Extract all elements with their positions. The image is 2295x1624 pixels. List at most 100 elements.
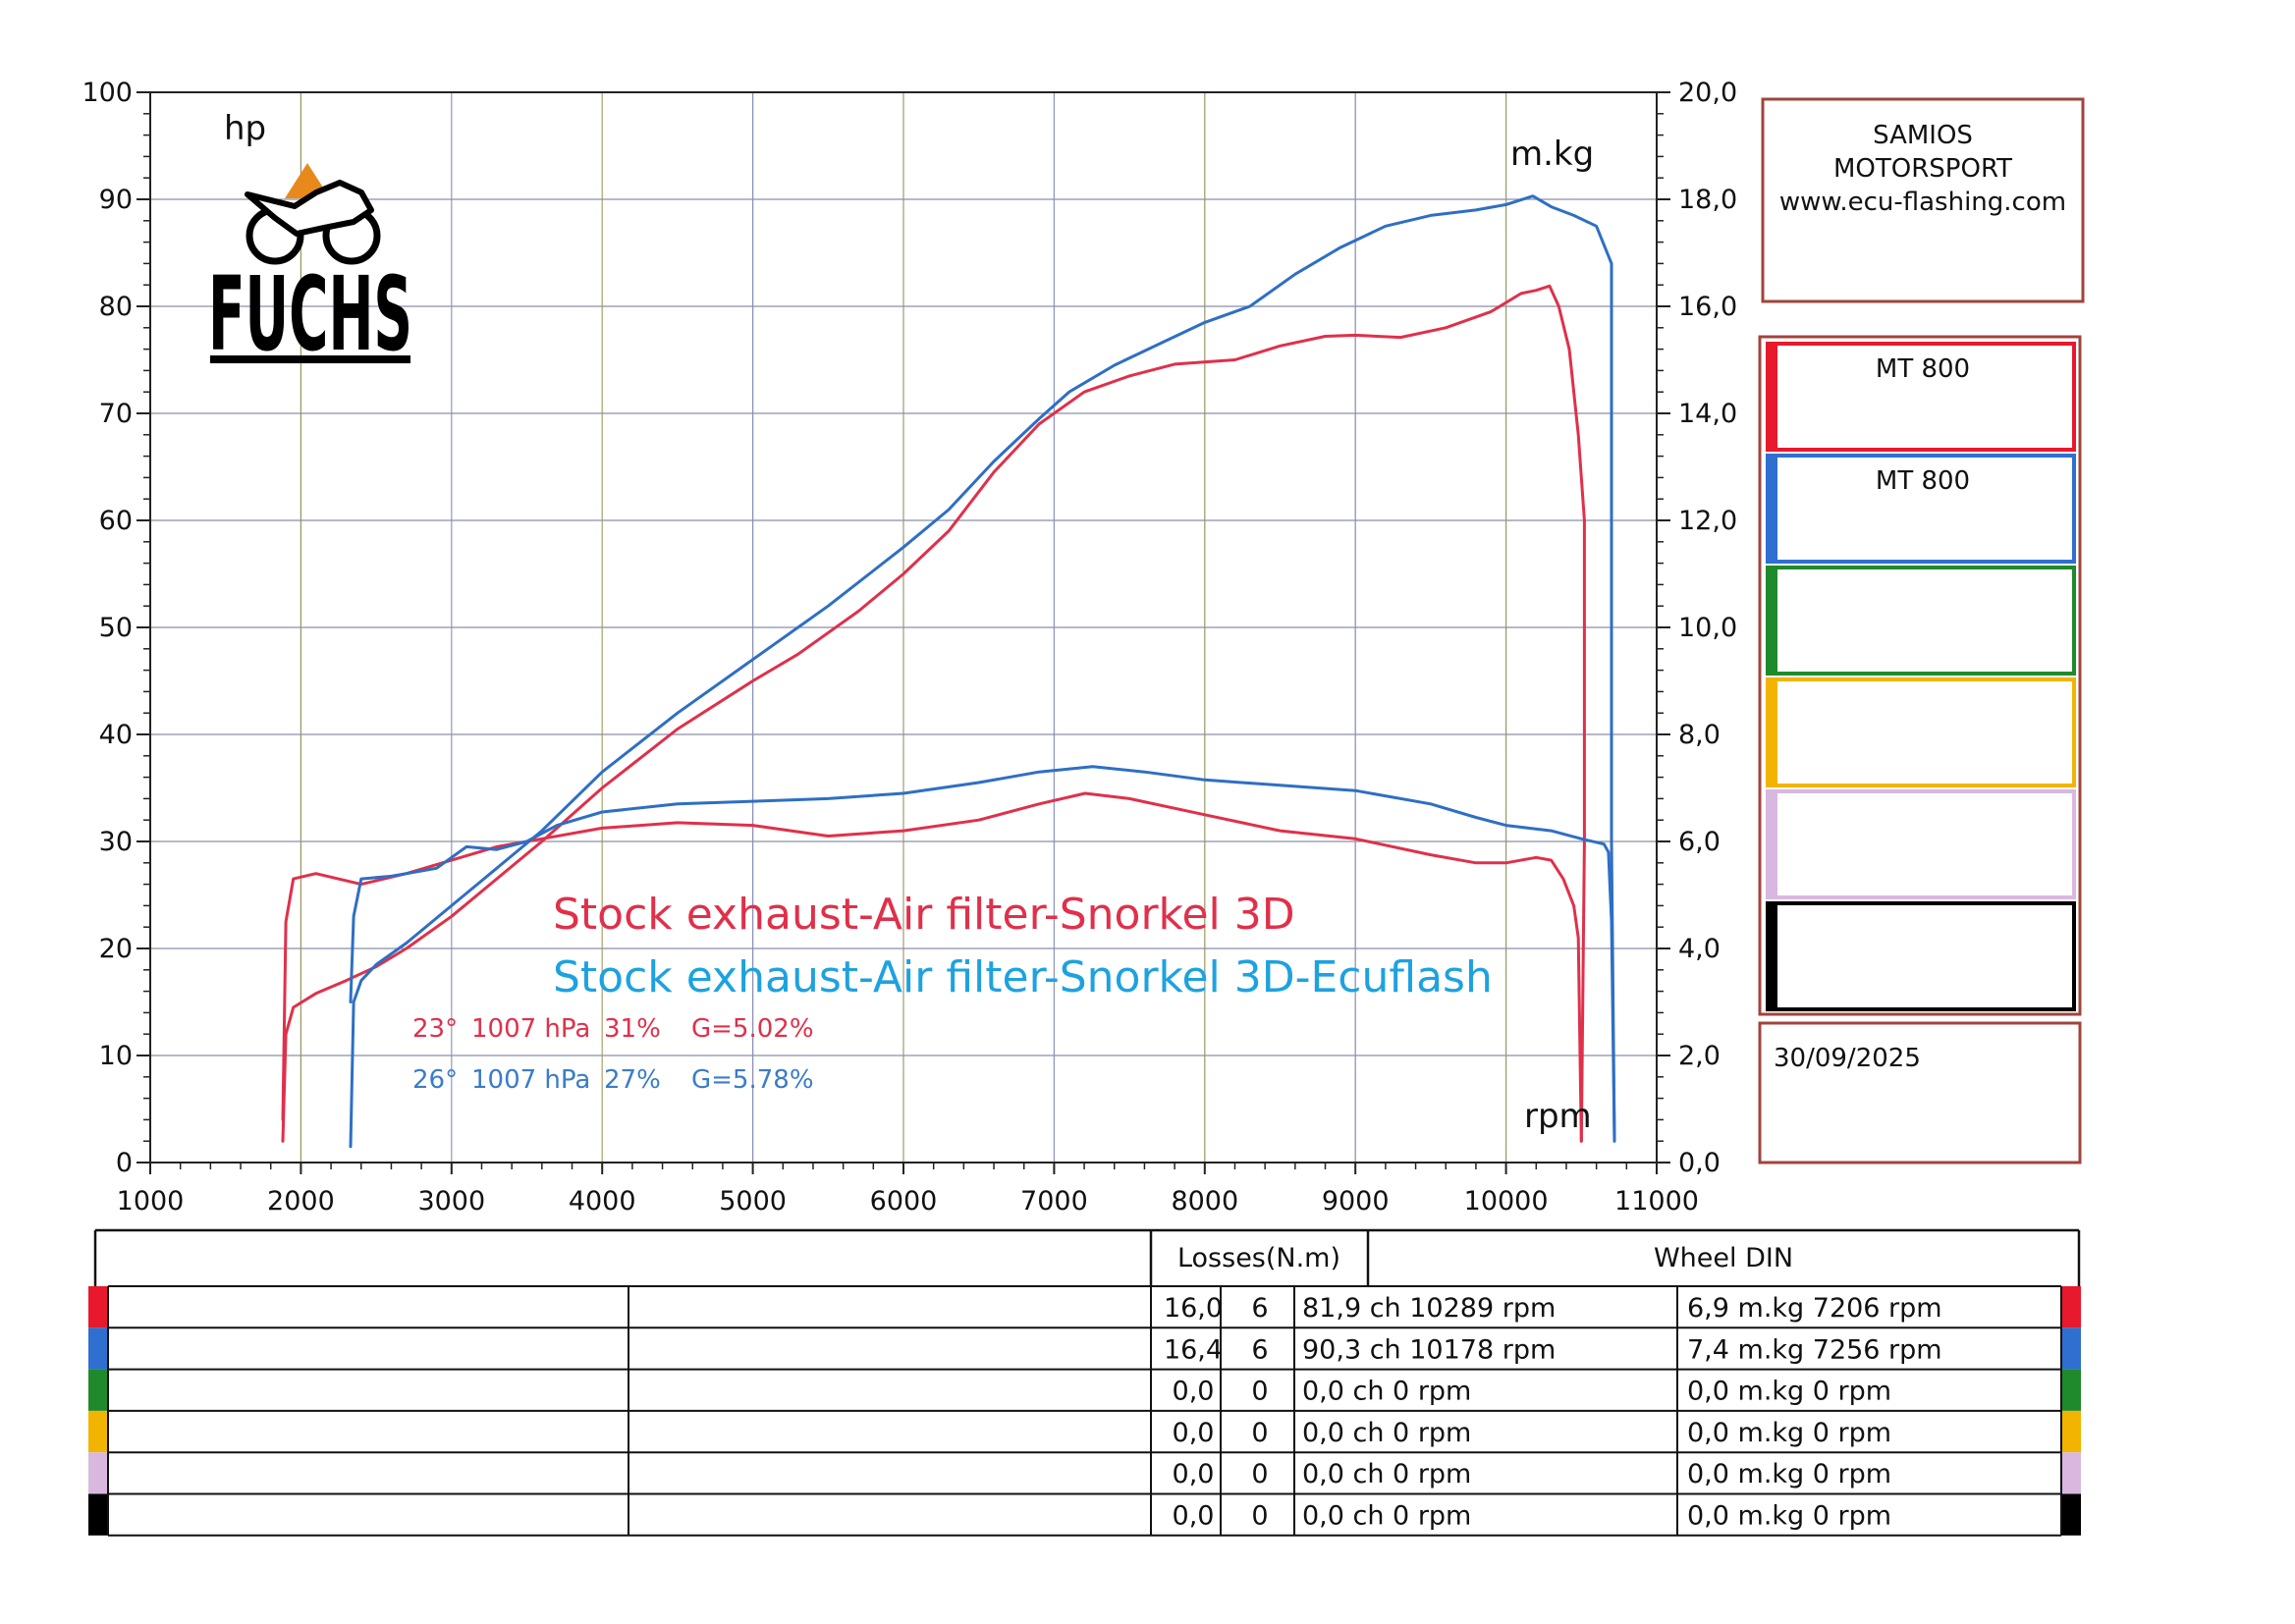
y-left-tick-label: 50: [99, 613, 133, 643]
table-row: 0,0 0 0,0 ch 0 rpm 0,0 m.kg 0 rpm: [88, 1452, 2081, 1494]
conditions-blue: 26° 1007 hPa 27% G=5.78%: [412, 1065, 814, 1095]
slot-label: MT 800: [1876, 466, 1970, 496]
x-tick-label: 11000: [1614, 1186, 1699, 1217]
motorcycle-logo-icon: [245, 163, 381, 265]
svg-text:31%: 31%: [604, 1014, 661, 1044]
x-tick-label: 4000: [569, 1186, 636, 1217]
y-left-tick-label: 90: [99, 185, 133, 215]
y-left-tick-label: 80: [99, 292, 133, 322]
x-tick-label: 1000: [117, 1186, 185, 1217]
peak-torque: 0,0 m.kg 0 rpm: [1687, 1459, 1891, 1489]
y-right-tick-label: 10,0: [1678, 613, 1737, 643]
row-color-left: [88, 1410, 108, 1453]
x-axis-label: rpm: [1524, 1097, 1592, 1136]
row-color-right: [2061, 1369, 2081, 1411]
peak-power: 0,0 ch 0 rpm: [1302, 1459, 1471, 1489]
y-right-tick-label: 16,0: [1678, 292, 1737, 322]
chart-series: [281, 194, 1616, 1149]
slot-border: [1766, 789, 2076, 899]
y-left-tick-label: 70: [99, 399, 133, 429]
power-curve: [349, 194, 1616, 1149]
x-tick-label: 7000: [1020, 1186, 1088, 1217]
results-table: Losses(N.m) Wheel DIN 16,0 6 81,9 ch 10289 r…: [88, 1228, 2081, 1537]
peak-torque: 0,0 m.kg 0 rpm: [1687, 1418, 1891, 1448]
svg-text:G=5.78%: G=5.78%: [691, 1065, 814, 1095]
x-tick-label: 8000: [1171, 1186, 1238, 1217]
y-right-tick-label: 6,0: [1678, 827, 1721, 857]
table-row: 16,0 6 81,9 ch 10289 rpm 6,9 m.kg 7206 rpm: [88, 1286, 2081, 1328]
row-color-right: [2061, 1327, 2081, 1370]
row-color-right: [2061, 1493, 2081, 1536]
svg-text:1007 hPa: 1007 hPa: [471, 1065, 590, 1095]
y-right-tick-label: 4,0: [1678, 934, 1721, 964]
y-left-tick-label: 20: [99, 934, 133, 964]
loss-count: 0: [1251, 1418, 1268, 1448]
run-slot: MT 800: [1766, 454, 2076, 564]
date-box: 30/09/2025: [1758, 1021, 2082, 1164]
y-right-tick-label: 12,0: [1678, 506, 1737, 536]
y-right-tick-label: 14,0: [1678, 399, 1737, 429]
run-slot: [1766, 566, 2076, 676]
slot-color-swatch: [1766, 903, 1777, 1009]
loss-count: 6: [1251, 1293, 1268, 1324]
slot-border: [1766, 901, 2076, 1011]
run-slot: [1766, 901, 2076, 1011]
fuchs-logo: FUCHS: [208, 163, 412, 374]
svg-text:G=5.02%: G=5.02%: [691, 1014, 814, 1044]
logo-text: FUCHS: [208, 254, 412, 374]
x-tick-label: 9000: [1322, 1186, 1390, 1217]
row-color-left: [88, 1286, 108, 1328]
losses-header: Losses(N.m): [1177, 1243, 1340, 1273]
row-color-left: [88, 1493, 108, 1536]
svg-text:1007 hPa: 1007 hPa: [471, 1014, 590, 1044]
peak-power: 0,0 ch 0 rpm: [1302, 1418, 1471, 1448]
slot-color-swatch: [1766, 679, 1777, 785]
run-slot: [1766, 677, 2076, 787]
peak-power: 90,3 ch 10178 rpm: [1302, 1334, 1556, 1365]
torque-curve: [349, 765, 1616, 1143]
power-curve: [281, 284, 1586, 1143]
table-row: 0,0 0 0,0 ch 0 rpm 0,0 m.kg 0 rpm: [88, 1369, 2081, 1411]
run-slot: [1766, 789, 2076, 899]
conditions-red: 23° 1007 hPa 31% G=5.02%: [412, 1014, 814, 1044]
y-left-tick-label: 100: [82, 78, 133, 108]
slot-color-swatch: [1766, 791, 1777, 897]
svg-text:MOTORSPORT: MOTORSPORT: [1833, 154, 2012, 184]
svg-text:SAMIOS: SAMIOS: [1873, 121, 1973, 150]
loss-value: 16,4: [1164, 1334, 1223, 1365]
peak-torque: 0,0 m.kg 0 rpm: [1687, 1377, 1891, 1407]
test-date: 30/09/2025: [1774, 1044, 1921, 1073]
loss-value: 0,0: [1173, 1501, 1215, 1532]
x-tick-label: 10000: [1464, 1186, 1549, 1217]
row-color-left: [88, 1452, 108, 1494]
row-color-right: [2061, 1452, 2081, 1494]
y-right-tick-label: 2,0: [1678, 1041, 1721, 1071]
wheel-din-header: Wheel DIN: [1654, 1243, 1793, 1273]
loss-count: 0: [1251, 1501, 1268, 1532]
loss-value: 0,0: [1173, 1418, 1215, 1448]
slot-color-swatch: [1766, 344, 1777, 450]
table-row: 0,0 0 0,0 ch 0 rpm 0,0 m.kg 0 rpm: [88, 1493, 2081, 1536]
table-row: 0,0 0 0,0 ch 0 rpm 0,0 m.kg 0 rpm: [88, 1410, 2081, 1453]
svg-text:26°: 26°: [412, 1065, 458, 1095]
slot-border: [1766, 677, 2076, 787]
row-color-left: [88, 1369, 108, 1411]
svg-text:23°: 23°: [412, 1014, 458, 1044]
x-tick-label: 6000: [870, 1186, 938, 1217]
x-tick-label: 2000: [267, 1186, 335, 1217]
loss-count: 0: [1251, 1459, 1268, 1489]
legend-label-red: Stock exhaust-Air filter-Snorkel 3D: [553, 890, 1295, 940]
loss-value: 0,0: [1173, 1459, 1215, 1489]
y-left-tick-label: 30: [99, 827, 133, 857]
y-right-tick-label: 18,0: [1678, 185, 1737, 215]
run-slot: MT 800: [1766, 342, 2076, 452]
x-tick-label: 3000: [417, 1186, 485, 1217]
y-left-tick-label: 40: [99, 720, 133, 750]
company-box: SAMIOS MOTORSPORT www.ecu-flashing.com: [1761, 97, 2085, 303]
loss-value: 16,0: [1164, 1293, 1223, 1324]
row-color-right: [2061, 1286, 2081, 1328]
peak-torque: 6,9 m.kg 7206 rpm: [1687, 1293, 1942, 1324]
y-left-axis-label: hp: [224, 109, 266, 148]
loss-value: 0,0: [1173, 1377, 1215, 1407]
